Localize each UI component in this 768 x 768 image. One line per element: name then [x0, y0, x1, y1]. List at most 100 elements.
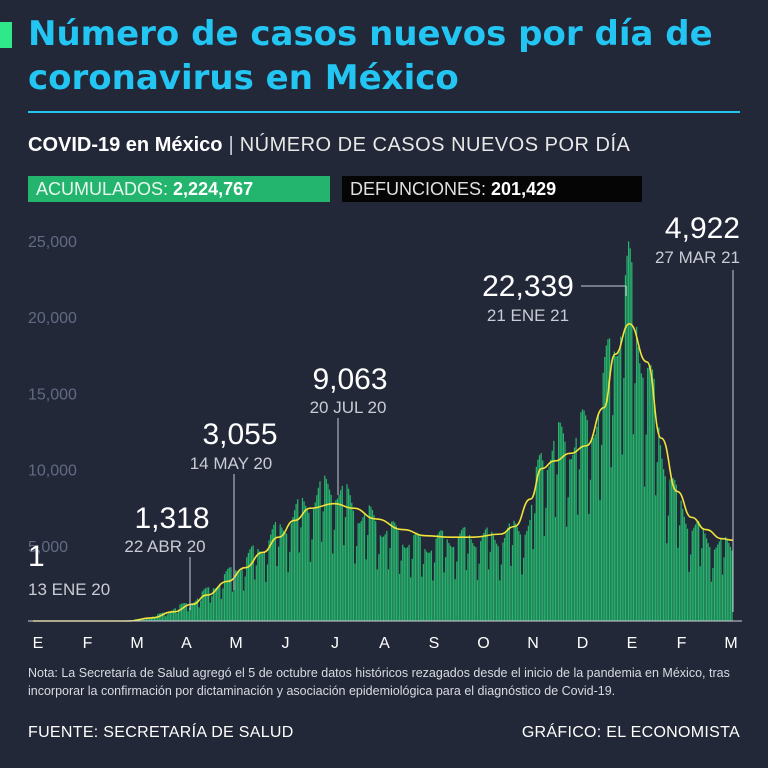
- annotation-value: 1: [28, 540, 45, 573]
- daily-case-bar: [145, 618, 148, 621]
- daily-case-bar: [593, 437, 595, 621]
- daily-case-bar: [704, 533, 706, 621]
- daily-case-bar: [440, 530, 442, 621]
- daily-case-bar: [303, 501, 305, 621]
- daily-case-bar: [623, 378, 625, 621]
- y-tick-label: 10,000: [28, 463, 77, 480]
- daily-case-bar: [320, 541, 323, 621]
- daily-case-bar: [411, 558, 413, 621]
- daily-case-bar: [406, 547, 409, 621]
- daily-case-bar: [713, 549, 716, 621]
- daily-case-bar: [158, 613, 160, 621]
- daily-case-bar: [155, 616, 157, 621]
- daily-case-bar: [298, 552, 300, 621]
- daily-case-bar: [279, 524, 281, 621]
- y-tick-label: 20,000: [28, 310, 77, 327]
- daily-case-bar: [142, 619, 145, 621]
- daily-case-bar: [658, 427, 660, 621]
- annotation-value: 1,318: [134, 502, 209, 535]
- daily-case-bar: [694, 524, 697, 621]
- daily-case-bar: [575, 437, 577, 621]
- daily-case-bar: [712, 568, 714, 621]
- daily-case-bar: [674, 480, 676, 621]
- daily-case-bar: [228, 567, 230, 621]
- daily-case-bar: [179, 604, 181, 621]
- daily-case-bar: [177, 609, 180, 621]
- daily-case-bar: [367, 534, 369, 621]
- subtitle-rest: NÚMERO DE CASOS NUEVOS POR DÍA: [239, 134, 631, 156]
- daily-case-bar: [543, 536, 545, 621]
- daily-case-bar: [150, 617, 152, 621]
- daily-case-bar: [290, 523, 292, 621]
- daily-case-bar: [666, 543, 668, 621]
- daily-case-bar: [556, 474, 558, 621]
- daily-case-bar: [357, 523, 359, 621]
- daily-case-bar: [260, 552, 262, 621]
- daily-case-bar: [651, 369, 654, 621]
- daily-case-bar: [268, 540, 270, 621]
- daily-case-bar: [422, 563, 425, 621]
- daily-case-bar: [721, 574, 724, 621]
- daily-case-bar: [607, 339, 609, 621]
- daily-case-bar: [282, 530, 285, 621]
- daily-case-bar: [389, 548, 391, 621]
- daily-case-bar: [494, 539, 496, 621]
- daily-case-bar: [263, 552, 265, 621]
- daily-case-bar: [637, 347, 639, 621]
- daily-case-bar: [538, 455, 541, 621]
- daily-case-bar: [219, 583, 221, 621]
- daily-case-bar: [523, 557, 525, 621]
- daily-case-bar: [249, 549, 251, 621]
- daily-case-bar: [182, 603, 184, 621]
- daily-case-bar: [435, 538, 437, 621]
- daily-case-bar: [624, 275, 627, 621]
- footnote: Nota: La Secretaría de Salud agregó el 5…: [28, 666, 730, 698]
- daily-case-bar: [341, 485, 343, 621]
- annotation-date: 21 ENE 21: [487, 306, 569, 325]
- daily-case-bar: [271, 529, 273, 621]
- daily-case-bar: [309, 561, 312, 621]
- daily-case-bar: [729, 546, 732, 621]
- daily-case-bar: [715, 547, 717, 621]
- daily-case-bar: [686, 528, 689, 621]
- daily-case-bar: [209, 602, 211, 621]
- daily-case-bar: [343, 545, 345, 621]
- daily-case-bar: [363, 512, 366, 621]
- x-tick-label: A: [379, 635, 390, 652]
- daily-case-bar: [470, 539, 472, 621]
- daily-case-bar: [394, 522, 396, 621]
- daily-case-bar: [184, 603, 186, 621]
- daily-case-bar: [322, 511, 324, 621]
- daily-case-bar: [626, 255, 628, 621]
- daily-case-bar: [193, 602, 195, 621]
- daily-case-bar: [258, 551, 261, 621]
- daily-case-bar: [416, 532, 418, 621]
- daily-case-bar: [214, 588, 216, 621]
- daily-case-bar: [548, 466, 550, 621]
- daily-case-bar: [475, 547, 477, 621]
- daily-case-bar: [503, 537, 506, 621]
- daily-case-bar: [583, 410, 585, 621]
- daily-case-bar: [550, 459, 552, 621]
- daily-case-bar: [187, 611, 189, 621]
- daily-case-bar: [222, 588, 224, 621]
- daily-case-bar: [278, 546, 280, 621]
- daily-case-bar: [180, 603, 183, 621]
- daily-case-bar: [208, 587, 210, 621]
- daily-case-bar: [597, 414, 600, 621]
- daily-case-bar: [281, 527, 283, 621]
- daily-case-bar: [600, 444, 603, 621]
- daily-case-bar: [227, 568, 229, 621]
- acumulados-value: 2,224,767: [173, 179, 254, 199]
- daily-case-bar: [223, 574, 226, 621]
- daily-case-bar: [270, 534, 272, 621]
- daily-case-bar: [333, 529, 335, 621]
- daily-case-bar: [368, 505, 370, 621]
- daily-case-bar: [513, 520, 515, 621]
- daily-case-bar: [446, 539, 448, 621]
- graphic-credit: GRÁFICO: EL ECONOMISTA: [521, 724, 740, 741]
- daily-case-bar: [717, 544, 719, 621]
- daily-case-bar: [414, 533, 417, 621]
- daily-case-bar: [325, 478, 327, 621]
- daily-case-bar: [433, 562, 436, 621]
